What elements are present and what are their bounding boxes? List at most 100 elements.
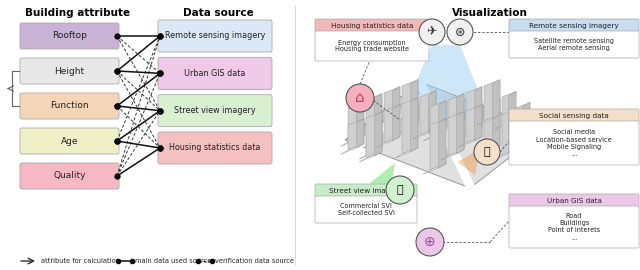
Polygon shape	[341, 144, 364, 154]
Polygon shape	[466, 87, 482, 135]
Polygon shape	[423, 131, 446, 141]
FancyBboxPatch shape	[509, 31, 639, 58]
Polygon shape	[393, 87, 400, 119]
Polygon shape	[359, 148, 382, 159]
FancyBboxPatch shape	[509, 194, 639, 208]
Text: Street view imagery: Street view imagery	[174, 106, 256, 115]
Text: Urban GIS data: Urban GIS data	[184, 69, 246, 78]
Text: Remote sensing imagery: Remote sensing imagery	[529, 23, 619, 29]
Text: main data used source: main data used source	[135, 258, 211, 264]
FancyBboxPatch shape	[158, 132, 272, 164]
Polygon shape	[495, 119, 516, 129]
FancyBboxPatch shape	[315, 19, 429, 33]
FancyBboxPatch shape	[315, 184, 417, 198]
Polygon shape	[370, 163, 395, 195]
Polygon shape	[341, 136, 364, 146]
Polygon shape	[415, 82, 476, 188]
Polygon shape	[493, 80, 500, 119]
Polygon shape	[475, 87, 482, 133]
Polygon shape	[423, 164, 446, 174]
Polygon shape	[457, 94, 464, 153]
FancyBboxPatch shape	[315, 31, 429, 61]
Polygon shape	[359, 151, 382, 162]
Polygon shape	[377, 114, 400, 125]
Text: 🚶: 🚶	[484, 147, 490, 157]
Circle shape	[419, 19, 445, 45]
FancyBboxPatch shape	[20, 163, 119, 189]
Text: Age: Age	[61, 137, 78, 146]
Polygon shape	[411, 80, 418, 129]
Polygon shape	[484, 80, 500, 121]
Polygon shape	[348, 119, 364, 150]
Polygon shape	[484, 97, 500, 152]
Text: Urban GIS data: Urban GIS data	[547, 198, 602, 204]
Polygon shape	[400, 45, 490, 120]
Text: verification data source: verification data source	[215, 258, 294, 264]
Text: ⌂: ⌂	[355, 90, 365, 106]
Polygon shape	[516, 102, 530, 143]
Polygon shape	[348, 101, 364, 142]
Text: ⊕: ⊕	[424, 235, 436, 249]
Circle shape	[447, 19, 473, 45]
FancyBboxPatch shape	[509, 109, 639, 123]
Polygon shape	[459, 137, 482, 147]
Text: Street view imagery: Street view imagery	[330, 188, 403, 194]
FancyBboxPatch shape	[509, 206, 639, 248]
Polygon shape	[523, 102, 530, 141]
Polygon shape	[402, 80, 418, 131]
Text: Height: Height	[54, 66, 84, 76]
Polygon shape	[430, 119, 446, 170]
Polygon shape	[458, 148, 480, 175]
FancyBboxPatch shape	[315, 196, 417, 223]
FancyBboxPatch shape	[158, 20, 272, 52]
Polygon shape	[429, 91, 436, 133]
Polygon shape	[459, 129, 482, 139]
Text: Social sensing data: Social sensing data	[539, 113, 609, 119]
Text: Satellite remote sensing
Aerial remote sensing: Satellite remote sensing Aerial remote s…	[534, 38, 614, 51]
Text: ✈: ✈	[427, 25, 437, 39]
Polygon shape	[345, 82, 545, 188]
Polygon shape	[457, 112, 464, 154]
Polygon shape	[377, 137, 400, 147]
Text: Visualization: Visualization	[452, 8, 528, 18]
FancyBboxPatch shape	[20, 23, 119, 49]
Text: Building attribute: Building attribute	[26, 8, 131, 18]
Circle shape	[346, 84, 374, 112]
Polygon shape	[366, 112, 382, 158]
Polygon shape	[345, 94, 424, 158]
Polygon shape	[384, 87, 400, 121]
Polygon shape	[502, 92, 516, 125]
Polygon shape	[375, 94, 382, 153]
Polygon shape	[495, 149, 516, 159]
Text: Road
Buildings
Point of interets
...: Road Buildings Point of interets ...	[548, 214, 600, 241]
Polygon shape	[366, 94, 382, 155]
Polygon shape	[448, 112, 464, 156]
Polygon shape	[475, 104, 482, 141]
Polygon shape	[384, 104, 400, 143]
Text: Remote sensing imagery: Remote sensing imagery	[165, 32, 265, 40]
Polygon shape	[395, 124, 418, 135]
Polygon shape	[509, 92, 516, 124]
Polygon shape	[439, 119, 446, 168]
Polygon shape	[448, 94, 464, 155]
FancyBboxPatch shape	[158, 95, 272, 127]
Text: Social media
Location-based service
Mobile Signaling
...: Social media Location-based service Mobi…	[536, 130, 612, 157]
FancyBboxPatch shape	[20, 58, 119, 84]
Text: Housing statistics data: Housing statistics data	[331, 23, 413, 29]
Circle shape	[386, 176, 414, 204]
Polygon shape	[439, 101, 446, 135]
FancyBboxPatch shape	[20, 128, 119, 154]
Polygon shape	[502, 109, 516, 155]
Polygon shape	[466, 104, 482, 143]
Polygon shape	[509, 137, 530, 147]
Polygon shape	[395, 148, 418, 158]
Polygon shape	[441, 148, 464, 159]
Polygon shape	[402, 97, 418, 154]
Text: Commercial SVI
Self-collected SVI: Commercial SVI Self-collected SVI	[337, 203, 394, 216]
FancyBboxPatch shape	[20, 93, 119, 119]
Polygon shape	[413, 129, 436, 139]
Circle shape	[474, 139, 500, 165]
Text: Energy consumption
Housing trade website: Energy consumption Housing trade website	[335, 39, 409, 52]
Polygon shape	[411, 97, 418, 152]
Text: attribute for calculation: attribute for calculation	[41, 258, 120, 264]
